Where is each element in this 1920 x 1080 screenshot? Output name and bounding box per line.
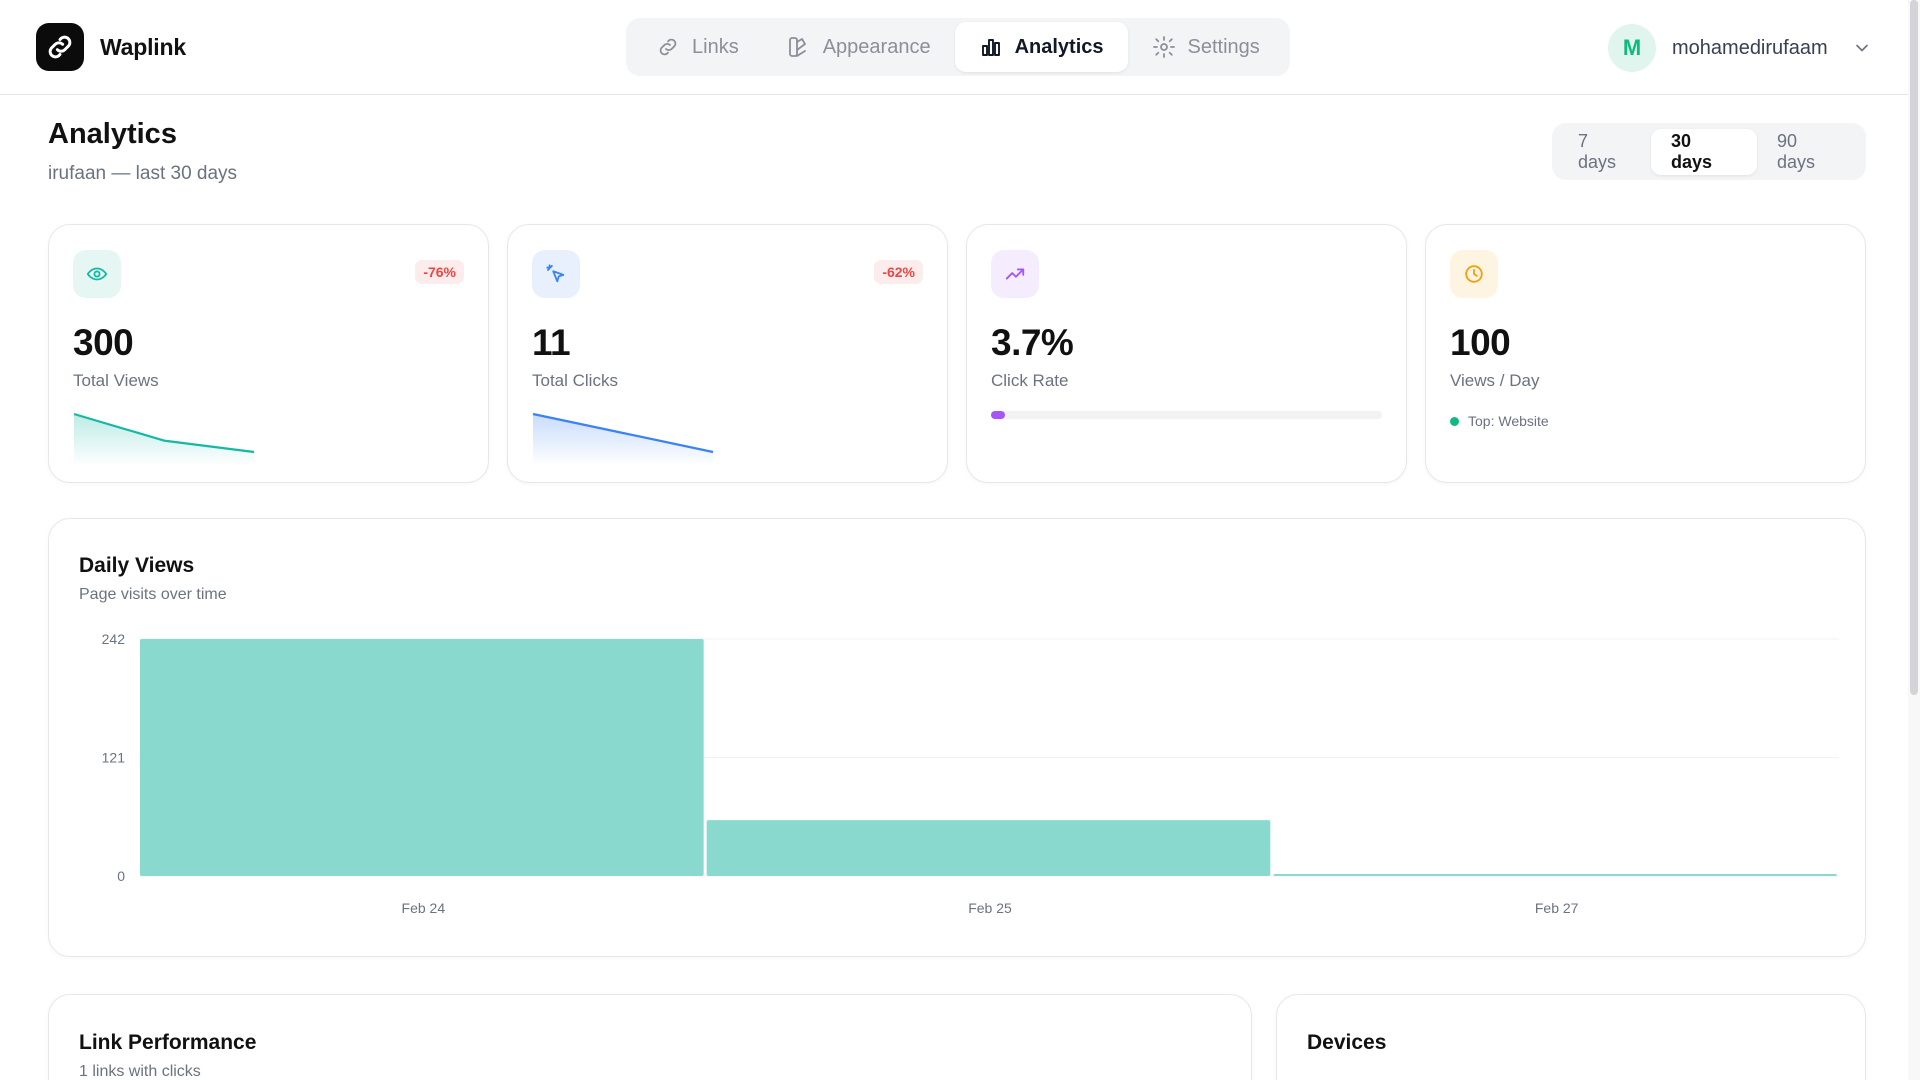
stat-value: 11 xyxy=(532,322,571,363)
brand[interactable]: Waplink xyxy=(36,23,186,71)
daily-views-card: Daily Views Page visits over time 242 121… xyxy=(48,518,1866,957)
stat-card-total-clicks: -62% 11 Total Clicks xyxy=(507,224,948,483)
tab-settings[interactable]: Settings xyxy=(1128,22,1284,72)
brand-name: Waplink xyxy=(100,33,186,60)
tab-label: Analytics xyxy=(1014,35,1104,58)
stat-value: 300 xyxy=(73,322,134,363)
stat-value: 3.7% xyxy=(991,322,1074,363)
y-tick-label: 121 xyxy=(102,750,126,766)
tab-appearance[interactable]: Appearance xyxy=(763,22,955,72)
x-tick-label: Feb 24 xyxy=(402,900,446,916)
bar-feb-27 xyxy=(1273,874,1837,876)
stat-label: Total Clicks xyxy=(532,371,618,390)
vertical-scrollbar[interactable] xyxy=(1908,0,1920,1080)
range-7-days-button[interactable]: 7 days xyxy=(1578,130,1617,172)
clock-icon xyxy=(1450,250,1498,298)
link-performance-card: Link Performance 1 links with clicks xyxy=(48,994,1252,1080)
stat-value: 100 xyxy=(1450,322,1511,363)
stat-card-views-per-day: 100 Views / Day Top: Website xyxy=(1425,224,1866,483)
top-navigation-bar: Waplink Links Appearance Analytics Setti… xyxy=(0,0,1920,95)
daily-views-chart: 242 121 0 Feb 24 Feb 25 Feb 27 xyxy=(102,631,1839,916)
section-title: Devices xyxy=(1307,1031,1387,1054)
sparkline-area xyxy=(74,414,254,466)
section-subtitle: 1 links with clicks xyxy=(79,1063,201,1080)
views-sparkline xyxy=(73,412,255,466)
tab-label: Links xyxy=(692,35,739,58)
chart-title: Daily Views xyxy=(79,554,195,577)
user-menu[interactable]: M mohamedirufaam xyxy=(1608,24,1872,72)
range-90-days-button[interactable]: 90 days xyxy=(1777,130,1816,172)
scrollbar-thumb[interactable] xyxy=(1910,0,1918,695)
clicks-sparkline xyxy=(532,412,714,466)
top-source-label: Top: Website xyxy=(1468,413,1549,429)
change-badge: -76% xyxy=(415,260,464,284)
click-rate-progress xyxy=(991,411,1382,419)
bar-feb-24 xyxy=(140,639,704,876)
link-icon xyxy=(659,38,677,56)
status-dot xyxy=(1450,416,1459,426)
tab-links[interactable]: Links xyxy=(632,22,763,72)
stat-label: Click Rate xyxy=(991,371,1069,390)
y-tick-label: 0 xyxy=(117,868,125,884)
page-subtitle: irufaan — last 30 days xyxy=(48,163,238,184)
stat-label: Views / Day xyxy=(1450,371,1540,390)
main-tabs: Links Appearance Analytics Settings xyxy=(626,18,1290,76)
bar-chart-icon xyxy=(981,39,1000,56)
date-range-selector: 7 days 30 days 90 days xyxy=(1552,123,1866,180)
stat-card-click-rate: 3.7% Click Rate xyxy=(966,224,1407,483)
top-source: Top: Website xyxy=(1450,413,1549,429)
palette-icon xyxy=(788,37,806,57)
trending-up-icon xyxy=(991,250,1039,298)
chart-subtitle: Page visits over time xyxy=(79,586,227,603)
page-title: Analytics xyxy=(48,118,177,150)
x-tick-label: Feb 27 xyxy=(1535,900,1579,916)
tab-label: Settings xyxy=(1187,35,1260,58)
gear-icon xyxy=(1152,36,1175,58)
tab-analytics[interactable]: Analytics xyxy=(954,22,1128,72)
section-title: Link Performance xyxy=(79,1031,257,1054)
avatar: M xyxy=(1608,24,1656,72)
tab-label: Appearance xyxy=(822,35,931,58)
chevron-down-icon xyxy=(1855,44,1868,52)
sparkline-line xyxy=(73,412,255,454)
x-tick-label: Feb 25 xyxy=(968,900,1012,916)
click-rate-progress-fill xyxy=(991,411,1006,419)
eye-icon xyxy=(73,250,121,298)
sparkline-area xyxy=(533,414,713,466)
stat-card-total-views: -76% 300 Total Views xyxy=(48,224,489,483)
username: mohamedirufaam xyxy=(1672,36,1828,59)
sparkline-line xyxy=(532,412,714,454)
range-30-days-button[interactable]: 30 days xyxy=(1651,128,1757,175)
stat-label: Total Views xyxy=(73,371,159,390)
y-tick-label: 242 xyxy=(102,631,126,647)
cursor-click-icon xyxy=(532,250,580,298)
link-logo-icon xyxy=(36,23,84,71)
change-badge: -62% xyxy=(874,260,923,284)
devices-card: Devices xyxy=(1276,994,1866,1080)
bar-feb-25 xyxy=(706,820,1271,876)
